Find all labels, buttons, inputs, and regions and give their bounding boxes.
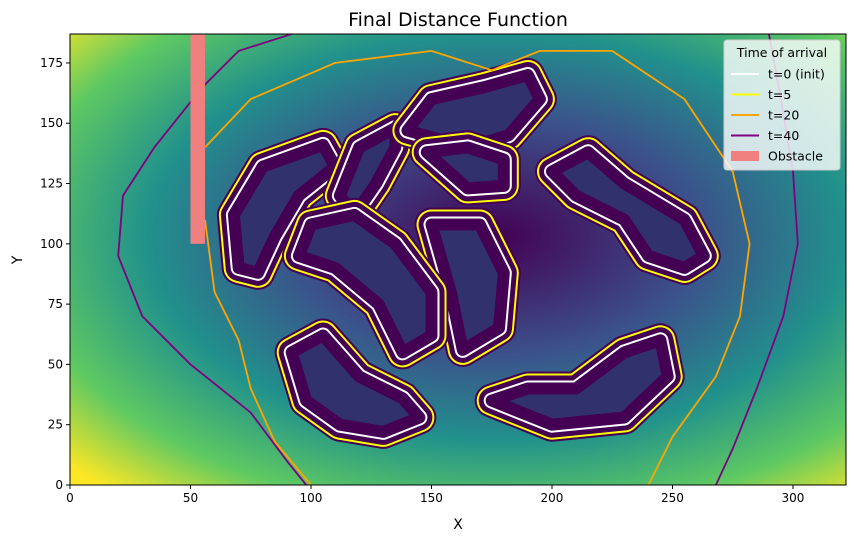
y-tick-label: 125 — [40, 177, 63, 191]
legend-entry-label: t=40 — [768, 128, 799, 143]
chart-title: Final Distance Function — [348, 9, 568, 31]
plot-frame — [69, 33, 847, 486]
plot-area — [70, 34, 846, 485]
y-axis-ticks: 0 25 50 75 100 125 150 175 — [40, 56, 70, 492]
x-axis-ticks: 0 50 100 150 200 250 300 — [66, 485, 804, 505]
shape-5 — [425, 218, 510, 356]
shape-3 — [420, 141, 510, 195]
shapes-layer — [216, 58, 721, 449]
shape-4 — [546, 146, 710, 274]
legend-swatch-obstacle — [731, 151, 759, 161]
y-tick-label: 75 — [48, 297, 63, 311]
obstacle-patch — [190, 34, 205, 244]
legend-entry-label: t=5 — [768, 87, 791, 102]
y-tick-label: 50 — [48, 357, 63, 371]
x-axis-label: X — [453, 517, 463, 533]
legend-entry-label: t=0 (init) — [768, 67, 825, 82]
x-tick-label: 100 — [300, 491, 323, 505]
x-tick-label: 250 — [661, 491, 684, 505]
legend-entries: t=0 (init) t=5 t=20 t=40 Obstacle — [731, 67, 825, 164]
legend-entry-label: t=20 — [768, 108, 799, 123]
x-tick-label: 50 — [183, 491, 198, 505]
x-tick-label: 200 — [541, 491, 564, 505]
shape-8 — [485, 334, 674, 431]
y-tick-label: 25 — [48, 418, 63, 432]
x-tick-label: 150 — [420, 491, 443, 505]
legend-entry-label: Obstacle — [768, 149, 823, 164]
x-tick-label: 300 — [782, 491, 805, 505]
y-tick-label: 100 — [40, 237, 63, 251]
shape-6 — [292, 208, 438, 359]
y-tick-label: 150 — [40, 116, 63, 130]
contour-line-0 — [117, 34, 307, 485]
x-tick-label: 0 — [66, 491, 74, 505]
contour-line-3 — [204, 219, 312, 485]
y-tick-label: 175 — [40, 56, 63, 70]
y-axis-label: Y — [10, 255, 26, 265]
shape-7 — [285, 329, 426, 438]
y-tick-label: 0 — [55, 478, 63, 492]
contour-line-2 — [204, 49, 751, 485]
legend-box — [723, 39, 841, 171]
legend-title: Time of arrival — [736, 45, 827, 60]
legend: Time of arrival t=0 (init) t=5 t=20 t=40 Obs… — [723, 39, 841, 171]
